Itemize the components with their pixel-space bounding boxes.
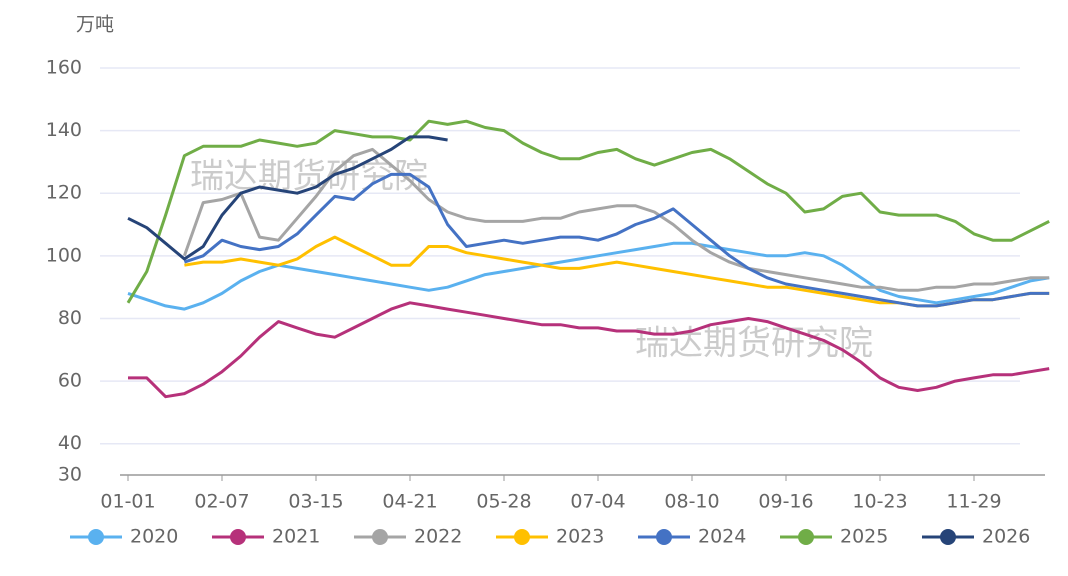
- series-line: [126, 119, 1050, 304]
- x-tick-label: 01-01: [100, 491, 155, 513]
- x-tick-label: 04-21: [382, 491, 437, 513]
- series-line: [128, 301, 1050, 399]
- legend-marker: [372, 529, 388, 545]
- series-line: [183, 172, 1050, 308]
- legend-marker: [514, 529, 530, 545]
- y-tick-label: 30: [58, 464, 82, 486]
- legend-label: 2023: [556, 526, 604, 548]
- legend-marker: [940, 529, 956, 545]
- legend-marker: [656, 529, 672, 545]
- x-tick-label: 02-07: [194, 491, 249, 513]
- y-tick-label: 140: [46, 119, 82, 141]
- y-tick-label: 60: [58, 370, 82, 392]
- x-tick-label: 11-29: [946, 491, 1001, 513]
- legend-label: 2022: [414, 526, 462, 548]
- legend-label: 2021: [272, 526, 320, 548]
- y-tick-label: 80: [58, 307, 82, 329]
- x-tick-label: 08-10: [664, 491, 719, 513]
- y-axis-unit: 万吨: [76, 14, 114, 36]
- legend-label: 2024: [698, 526, 746, 548]
- y-tick-label: 160: [46, 57, 82, 79]
- y-tick-label: 100: [46, 244, 82, 266]
- legend-marker: [88, 529, 104, 545]
- legend-label: 2020: [130, 526, 178, 548]
- series-line: [127, 135, 448, 261]
- watermark: 瑞达期货研究院: [635, 324, 873, 364]
- x-tick-label: 03-15: [288, 491, 343, 513]
- y-tick-label: 40: [58, 432, 82, 454]
- series-line: [127, 241, 1050, 311]
- x-tick-label: 09-16: [758, 491, 813, 513]
- x-tick-label: 10-23: [852, 491, 907, 513]
- x-tick-label: 05-28: [476, 491, 531, 513]
- x-tick-label: 07-04: [570, 491, 625, 513]
- legend-label: 2026: [982, 526, 1030, 548]
- legend-label: 2025: [840, 526, 888, 548]
- legend-marker: [798, 529, 814, 545]
- y-tick-label: 120: [46, 182, 82, 204]
- legend-marker: [230, 529, 246, 545]
